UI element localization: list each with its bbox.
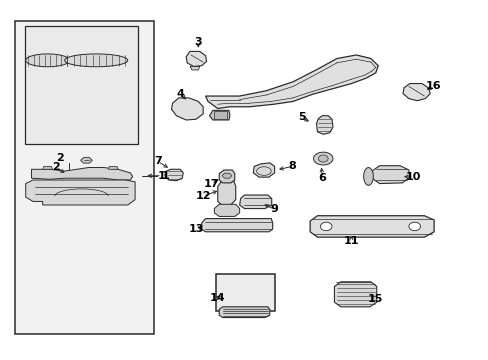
Text: 5: 5 <box>298 112 305 122</box>
Polygon shape <box>190 66 200 70</box>
Bar <box>213 111 227 118</box>
Polygon shape <box>81 158 92 163</box>
Polygon shape <box>214 204 239 216</box>
Polygon shape <box>363 167 372 185</box>
Text: 9: 9 <box>270 204 278 214</box>
Polygon shape <box>209 111 229 120</box>
Polygon shape <box>320 222 331 231</box>
Text: 14: 14 <box>209 293 224 303</box>
Text: 2: 2 <box>52 162 60 172</box>
Text: 4: 4 <box>176 89 184 99</box>
Polygon shape <box>42 166 52 169</box>
Polygon shape <box>222 173 231 178</box>
Text: 15: 15 <box>367 294 383 303</box>
Text: 13: 13 <box>189 224 204 234</box>
Polygon shape <box>171 98 203 120</box>
Text: 7: 7 <box>154 157 162 166</box>
Text: 1: 1 <box>158 171 165 181</box>
Polygon shape <box>217 181 235 206</box>
Polygon shape <box>64 54 127 67</box>
Polygon shape <box>309 216 433 237</box>
Polygon shape <box>26 54 69 67</box>
Polygon shape <box>408 222 420 231</box>
Polygon shape <box>31 167 132 180</box>
Text: 12: 12 <box>195 191 210 201</box>
Polygon shape <box>186 51 206 66</box>
Text: 17: 17 <box>203 179 219 189</box>
Polygon shape <box>26 180 135 205</box>
Polygon shape <box>316 116 332 134</box>
Polygon shape <box>313 152 332 165</box>
Polygon shape <box>402 84 429 101</box>
Text: 11: 11 <box>343 236 359 246</box>
Bar <box>25 26 137 144</box>
Polygon shape <box>371 166 409 184</box>
Polygon shape <box>334 282 376 307</box>
Text: 6: 6 <box>318 173 325 183</box>
Polygon shape <box>164 169 183 181</box>
Text: 10: 10 <box>405 172 421 182</box>
Polygon shape <box>318 155 327 162</box>
Polygon shape <box>239 195 271 208</box>
Polygon shape <box>253 163 274 177</box>
Text: 1: 1 <box>162 171 169 181</box>
Polygon shape <box>201 219 272 232</box>
Polygon shape <box>219 170 234 183</box>
Polygon shape <box>219 307 269 318</box>
Text: 16: 16 <box>425 81 440 91</box>
Polygon shape <box>205 55 377 109</box>
Text: 2: 2 <box>56 153 63 163</box>
Bar <box>216 274 274 311</box>
Bar <box>15 21 153 334</box>
Text: 3: 3 <box>194 37 202 48</box>
Polygon shape <box>108 166 118 169</box>
Text: 8: 8 <box>288 161 295 171</box>
